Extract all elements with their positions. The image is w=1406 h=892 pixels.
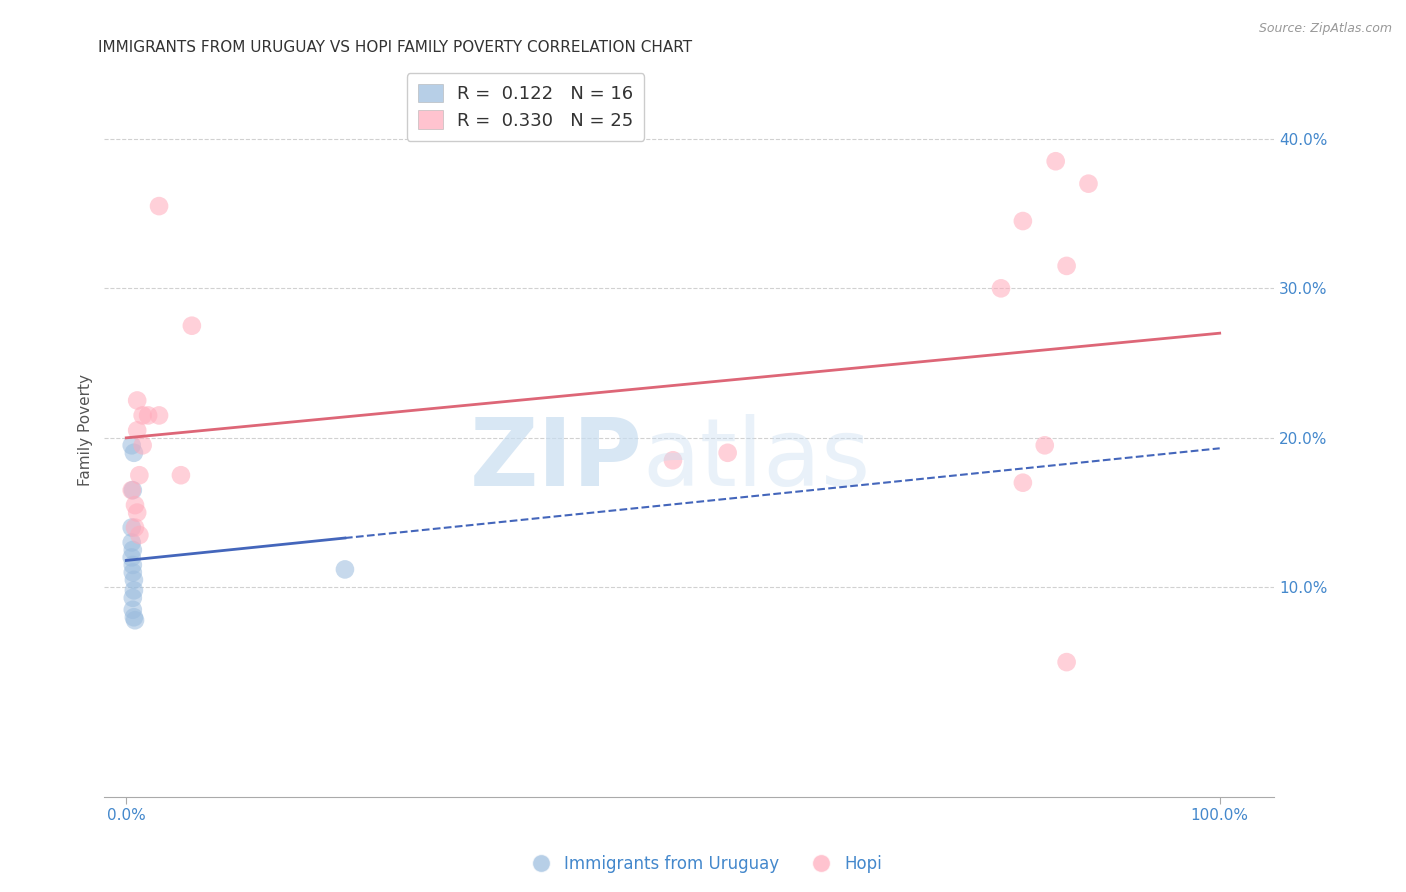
Point bbox=[1033, 438, 1056, 452]
Point bbox=[121, 550, 143, 565]
Point bbox=[122, 446, 145, 460]
Point bbox=[1045, 154, 1067, 169]
Point bbox=[1012, 475, 1035, 490]
Point bbox=[717, 446, 740, 460]
Point bbox=[136, 409, 159, 423]
Point bbox=[124, 498, 146, 512]
Text: Source: ZipAtlas.com: Source: ZipAtlas.com bbox=[1258, 22, 1392, 36]
Point bbox=[1012, 214, 1035, 228]
Point bbox=[121, 603, 143, 617]
Y-axis label: Family Poverty: Family Poverty bbox=[79, 375, 93, 486]
Point bbox=[127, 506, 149, 520]
Legend: Immigrants from Uruguay, Hopi: Immigrants from Uruguay, Hopi bbox=[517, 848, 889, 880]
Point bbox=[121, 535, 143, 549]
Point bbox=[990, 281, 1012, 295]
Point bbox=[122, 610, 145, 624]
Point bbox=[1056, 259, 1078, 273]
Point bbox=[121, 520, 143, 534]
Point bbox=[333, 562, 356, 576]
Point bbox=[1056, 655, 1078, 669]
Text: atlas: atlas bbox=[643, 414, 870, 506]
Point bbox=[148, 409, 170, 423]
Point bbox=[121, 543, 143, 558]
Point bbox=[121, 558, 143, 572]
Point bbox=[128, 468, 150, 483]
Point bbox=[148, 199, 170, 213]
Point bbox=[127, 423, 149, 437]
Text: ZIP: ZIP bbox=[470, 414, 643, 506]
Point bbox=[1077, 177, 1099, 191]
Point bbox=[124, 520, 146, 534]
Point bbox=[121, 483, 143, 498]
Point bbox=[121, 591, 143, 605]
Point bbox=[124, 613, 146, 627]
Point bbox=[131, 409, 153, 423]
Point bbox=[180, 318, 202, 333]
Point bbox=[170, 468, 193, 483]
Text: IMMIGRANTS FROM URUGUAY VS HOPI FAMILY POVERTY CORRELATION CHART: IMMIGRANTS FROM URUGUAY VS HOPI FAMILY P… bbox=[98, 40, 693, 55]
Legend: R =  0.122   N = 16, R =  0.330   N = 25: R = 0.122 N = 16, R = 0.330 N = 25 bbox=[406, 73, 644, 141]
Point bbox=[121, 566, 143, 580]
Point bbox=[122, 573, 145, 587]
Point bbox=[121, 483, 143, 498]
Point bbox=[662, 453, 685, 467]
Point bbox=[131, 438, 153, 452]
Point bbox=[121, 438, 143, 452]
Point bbox=[122, 583, 145, 598]
Point bbox=[127, 393, 149, 408]
Point bbox=[128, 528, 150, 542]
